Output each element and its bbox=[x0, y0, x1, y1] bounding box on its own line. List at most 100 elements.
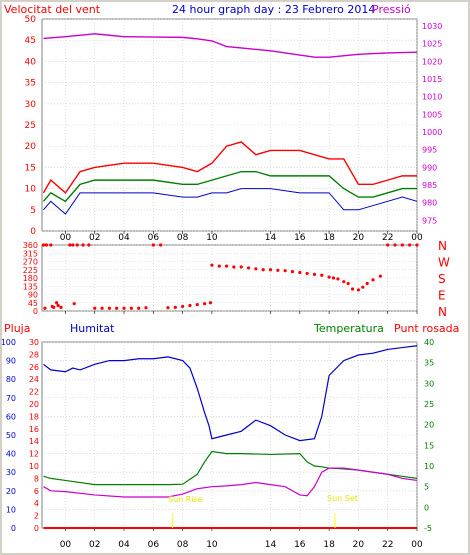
x-tick-label: 16 bbox=[294, 233, 306, 243]
right-tick-label: 980 bbox=[422, 199, 437, 208]
x-tick-label: 00 bbox=[60, 233, 72, 243]
direction-point bbox=[290, 269, 295, 274]
humidity-tick-label: 0 bbox=[11, 524, 16, 533]
direction-point bbox=[312, 272, 317, 276]
right-tick-label: 995 bbox=[422, 146, 437, 155]
rain-tick-label: 20 bbox=[29, 400, 39, 409]
humidity-tick-label: 10 bbox=[6, 505, 16, 514]
direction-point bbox=[298, 270, 302, 275]
direction-point bbox=[144, 306, 148, 310]
humidity-label: Humitat bbox=[70, 322, 115, 335]
graph-title: 24 hour graph day : 23 Febrero 2014 bbox=[172, 3, 375, 16]
temperature-tick-label: 15 bbox=[424, 441, 434, 450]
direction-point bbox=[49, 243, 53, 247]
x-tick-label: 00 bbox=[411, 540, 423, 550]
direction-point bbox=[137, 306, 141, 310]
direction-point bbox=[151, 243, 155, 247]
right-tick-label: 1025 bbox=[422, 40, 442, 49]
left-tick-label: 270 bbox=[23, 258, 38, 267]
direction-point bbox=[208, 301, 213, 305]
temperature-series bbox=[43, 450, 418, 486]
x-tick-label: 20 bbox=[353, 233, 365, 243]
rain-tick-label: 28 bbox=[29, 350, 39, 359]
direction-point bbox=[188, 303, 192, 308]
direction-point bbox=[173, 305, 177, 309]
x-tick-label: 00 bbox=[60, 540, 72, 550]
rain-tick-label: 14 bbox=[29, 437, 39, 446]
direction-point bbox=[122, 306, 126, 310]
left-tick-label: 10 bbox=[25, 185, 37, 195]
humidity-tick-label: 100 bbox=[2, 338, 16, 347]
direction-point bbox=[276, 268, 280, 272]
compass-label: E bbox=[438, 289, 446, 303]
direction-point bbox=[72, 302, 76, 306]
temperature-tick-label: 30 bbox=[424, 379, 434, 388]
direction-point bbox=[356, 288, 361, 292]
rain-tick-label: 10 bbox=[29, 462, 39, 471]
rain-tick-label: 8 bbox=[34, 474, 39, 483]
direction-point bbox=[107, 306, 111, 310]
direction-point bbox=[400, 243, 404, 247]
compass-label: N bbox=[438, 305, 447, 319]
direction-point bbox=[56, 303, 60, 308]
rain-label: Pluja bbox=[4, 322, 30, 335]
left-tick-label: 90 bbox=[28, 291, 38, 300]
direction-point bbox=[268, 268, 273, 272]
direction-point bbox=[378, 274, 382, 278]
x-tick-label: 22 bbox=[382, 233, 393, 243]
humidity-tick-label: 90 bbox=[6, 357, 16, 366]
humidity-tick-label: 40 bbox=[6, 450, 16, 459]
direction-point bbox=[327, 275, 331, 279]
x-tick-label: 18 bbox=[323, 233, 335, 243]
x-tick-label: 16 bbox=[294, 540, 306, 550]
humidity-tick-label: 20 bbox=[6, 487, 16, 496]
direction-point bbox=[202, 302, 207, 306]
temperature-tick-label: 20 bbox=[424, 421, 434, 430]
right-tick-label: 1005 bbox=[422, 110, 442, 119]
left-tick-label: 45 bbox=[25, 36, 36, 46]
direction-point bbox=[81, 243, 85, 247]
left-tick-label: 50 bbox=[25, 15, 37, 25]
direction-point bbox=[261, 268, 265, 272]
direction-point bbox=[195, 302, 199, 307]
direction-point bbox=[336, 277, 340, 281]
direction-point bbox=[239, 265, 243, 269]
x-tick-label: 08 bbox=[177, 233, 189, 243]
wind-gust-series bbox=[42, 141, 417, 194]
left-tick-label: 25 bbox=[25, 121, 36, 131]
temperature-tick-label: 35 bbox=[424, 359, 434, 368]
direction-point bbox=[43, 306, 47, 310]
direction-point bbox=[224, 264, 229, 268]
x-tick-label: 14 bbox=[265, 233, 277, 243]
left-tick-label: 40 bbox=[25, 57, 37, 67]
direction-point bbox=[350, 287, 355, 291]
temperature-tick-label: 10 bbox=[424, 462, 434, 471]
rain-tick-label: 12 bbox=[29, 450, 39, 459]
rain-tick-label: 0 bbox=[34, 524, 39, 533]
direction-point bbox=[210, 263, 214, 267]
direction-point bbox=[71, 243, 75, 247]
direction-point bbox=[386, 243, 390, 247]
direction-point bbox=[44, 243, 48, 247]
direction-point bbox=[408, 243, 412, 247]
pressure-series bbox=[43, 33, 418, 58]
direction-point bbox=[331, 276, 336, 280]
humidity-temperature-chart: 0102030405060708090100024681012141618202… bbox=[2, 338, 434, 533]
direction-point bbox=[166, 306, 170, 310]
x-tick-label: 10 bbox=[206, 540, 218, 550]
left-tick-label: 30 bbox=[25, 100, 37, 110]
right-tick-label: 1010 bbox=[422, 93, 442, 102]
direction-point bbox=[59, 305, 63, 309]
right-tick-label: 1015 bbox=[422, 75, 442, 84]
left-tick-label: 135 bbox=[23, 282, 38, 291]
direction-point bbox=[181, 304, 185, 309]
humidity-tick-label: 80 bbox=[6, 375, 16, 384]
direction-point bbox=[342, 280, 346, 284]
direction-point bbox=[75, 243, 79, 247]
right-tick-label: 990 bbox=[422, 163, 437, 172]
rain-tick-label: 18 bbox=[29, 412, 39, 421]
right-tick-label: 985 bbox=[422, 181, 437, 190]
